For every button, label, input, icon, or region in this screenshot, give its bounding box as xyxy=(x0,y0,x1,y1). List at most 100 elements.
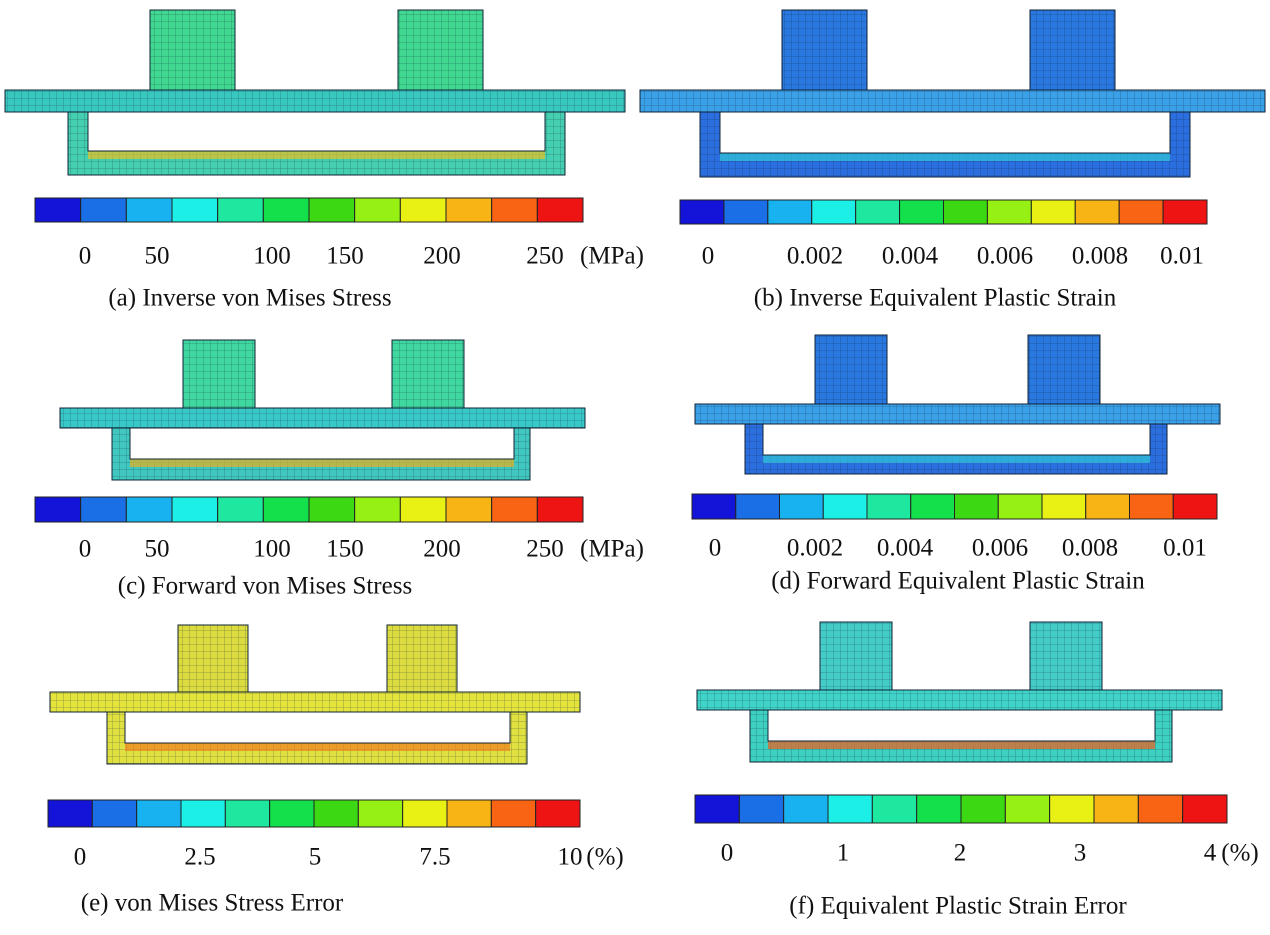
colorbar-label: 0 xyxy=(709,535,722,562)
colorbar-swatch xyxy=(400,198,446,222)
colorbar-swatch xyxy=(172,497,218,522)
colorbar-swatch xyxy=(355,198,401,222)
colorbar-swatch xyxy=(768,200,812,224)
hole-edge xyxy=(763,455,1150,463)
colorbar-label: 0 xyxy=(74,844,87,871)
colorbar-swatch xyxy=(48,800,92,827)
colorbar-label: 0.002 xyxy=(787,243,843,270)
colorbar-swatch xyxy=(1075,200,1119,224)
colorbar-label: 0 xyxy=(79,536,92,563)
hole xyxy=(763,424,1150,455)
hole-edge xyxy=(768,741,1155,749)
colorbar-label: 7.5 xyxy=(419,844,450,871)
colorbar-label: 2 xyxy=(954,840,967,867)
colorbar-swatch xyxy=(692,494,736,519)
colorbar-label: 0.006 xyxy=(977,243,1033,270)
colorbar-label: 250 xyxy=(526,536,564,563)
colorbar-label: 0.008 xyxy=(1072,243,1128,270)
colorbar-label: 100 xyxy=(253,536,291,563)
block-mesh xyxy=(1030,622,1102,690)
colorbar-swatch xyxy=(35,497,81,522)
colorbar-swatch xyxy=(137,800,181,827)
colorbar-swatch xyxy=(828,795,872,823)
flange-mesh xyxy=(60,408,585,428)
caption: (a) Inverse von Mises Stress xyxy=(108,285,391,312)
caption: (e) von Mises Stress Error xyxy=(81,890,344,917)
colorbar-label: 50 xyxy=(145,243,170,270)
colorbar-swatch xyxy=(1031,200,1075,224)
colorbar-swatch xyxy=(1138,795,1182,823)
colorbar-swatch xyxy=(1086,494,1130,519)
flange-mesh xyxy=(50,692,580,712)
hole-edge xyxy=(125,743,510,751)
colorbar-swatch xyxy=(358,800,402,827)
colorbar-swatch xyxy=(739,795,783,823)
colorbar-label: 0.01 xyxy=(1163,535,1207,562)
colorbar-label: 250 xyxy=(526,243,564,270)
colorbar-label: 0.002 xyxy=(787,535,843,562)
colorbar-unit: (%) xyxy=(586,844,623,871)
colorbar-swatch xyxy=(724,200,768,224)
block-mesh xyxy=(398,10,483,90)
colorbar-swatch xyxy=(1042,494,1086,519)
colorbar-swatch xyxy=(446,497,492,522)
caption: (b) Inverse Equivalent Plastic Strain xyxy=(754,285,1117,312)
flange-mesh xyxy=(5,90,625,112)
colorbar-swatch xyxy=(218,198,264,222)
hole-edge xyxy=(88,151,545,159)
colorbar-label: 0 xyxy=(721,840,734,867)
colorbar-swatch xyxy=(403,800,447,827)
colorbar-swatch xyxy=(1094,795,1138,823)
colorbar-label: 0 xyxy=(79,243,92,270)
caption: (c) Forward von Mises Stress xyxy=(118,573,412,600)
flange-mesh xyxy=(697,690,1222,710)
colorbar-swatch xyxy=(856,200,900,224)
colorbar-swatch xyxy=(680,200,724,224)
colorbar-swatch xyxy=(492,198,538,222)
colorbar-swatch xyxy=(780,494,824,519)
colorbar-label: 10 xyxy=(558,844,583,871)
colorbar-label: 0.008 xyxy=(1062,535,1118,562)
colorbar-swatch xyxy=(447,800,491,827)
colorbar-swatch xyxy=(1183,795,1227,823)
colorbar-swatch xyxy=(944,200,988,224)
colorbar-label: 150 xyxy=(326,243,364,270)
colorbar-swatch xyxy=(492,497,538,522)
colorbar-label: 0.01 xyxy=(1160,243,1204,270)
block-mesh xyxy=(150,10,235,90)
colorbar-swatch xyxy=(823,494,867,519)
colorbar-swatch xyxy=(784,795,828,823)
block-mesh xyxy=(392,340,464,408)
colorbar-swatch xyxy=(81,198,127,222)
colorbar-swatch xyxy=(491,800,535,827)
colorbar-label: 0.004 xyxy=(882,243,939,270)
colorbar-label: 100 xyxy=(253,243,291,270)
colorbar-swatch xyxy=(872,795,916,823)
colorbar-unit: (MPa) xyxy=(580,536,644,563)
colorbar-swatch xyxy=(812,200,856,224)
colorbar-swatch xyxy=(955,494,999,519)
block-mesh xyxy=(1030,10,1115,90)
block-mesh xyxy=(183,340,255,408)
colorbar-swatch xyxy=(1130,494,1174,519)
colorbar-swatch xyxy=(537,198,583,222)
colorbar-swatch xyxy=(537,497,583,522)
colorbar-swatch xyxy=(446,198,492,222)
colorbar-swatch xyxy=(92,800,136,827)
colorbar-label: 200 xyxy=(423,536,461,563)
colorbar-swatch xyxy=(172,198,218,222)
colorbar-swatch xyxy=(1050,795,1094,823)
colorbar-swatch xyxy=(181,800,225,827)
colorbar-label: 0.004 xyxy=(877,535,934,562)
colorbar-swatch xyxy=(961,795,1005,823)
colorbar-swatch xyxy=(225,800,269,827)
caption: (f) Equivalent Plastic Strain Error xyxy=(789,893,1127,920)
block-mesh xyxy=(820,622,892,690)
caption: (d) Forward Equivalent Plastic Strain xyxy=(771,568,1145,595)
colorbar-swatch xyxy=(911,494,955,519)
colorbar-label: 150 xyxy=(326,536,364,563)
flange-mesh xyxy=(695,404,1220,424)
hole-edge xyxy=(720,153,1170,161)
colorbar-label: 200 xyxy=(423,243,461,270)
colorbar-swatch xyxy=(917,795,961,823)
